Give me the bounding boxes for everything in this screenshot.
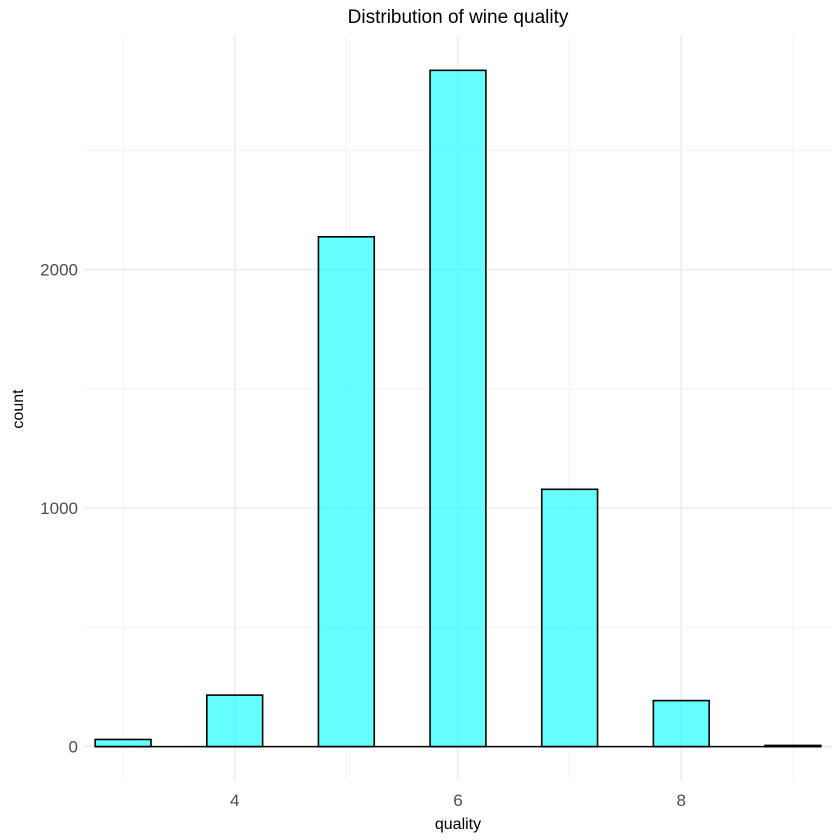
bar-quality-7 (540, 488, 599, 748)
bar-quality-5 (317, 235, 376, 748)
bar-quality-6 (429, 69, 487, 748)
y-axis-label: count (10, 389, 27, 429)
tick-labels: 4 6 8 0 1000 2000 (40, 261, 686, 810)
bars (94, 69, 822, 748)
y-tick-label: 2000 (40, 261, 78, 280)
bar-quality-3 (94, 738, 152, 748)
x-tick-label: 4 (230, 791, 239, 810)
chart-title: Distribution of wine quality (348, 7, 569, 28)
x-tick-label: 8 (677, 791, 686, 810)
bar-quality-4 (206, 694, 264, 748)
y-tick-label: 1000 (40, 499, 78, 518)
x-axis-label: quality (435, 816, 481, 833)
bar-quality-8 (652, 699, 710, 748)
x-tick-label: 6 (453, 791, 462, 810)
y-tick-label: 0 (69, 738, 78, 757)
